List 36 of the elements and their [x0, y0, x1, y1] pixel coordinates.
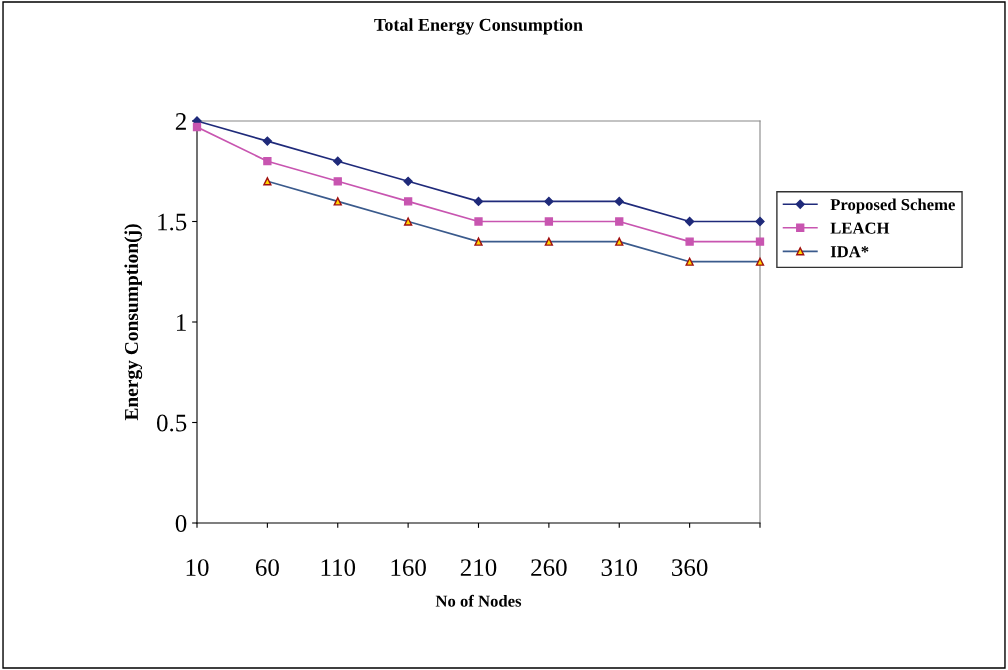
- y-axis-title: Energy Consumption(j): [124, 224, 143, 421]
- point: [755, 216, 765, 227]
- x-axis-title: No of Nodes: [435, 594, 522, 607]
- point: [403, 176, 413, 186]
- y-tick-label: 0.5: [156, 414, 187, 432]
- point: [262, 136, 272, 146]
- x-tick-label: 210: [460, 559, 497, 577]
- legend-label: LEACH: [830, 222, 890, 234]
- y-tick-label: 2: [175, 113, 186, 130]
- legend-label: IDA*: [830, 246, 869, 258]
- x-tick-label: 310: [601, 559, 638, 577]
- point: [403, 197, 413, 206]
- x-tick-label: 60: [255, 559, 279, 577]
- y-tick-label: 1.5: [158, 213, 187, 231]
- x-tick-label: 160: [391, 559, 426, 577]
- chart-title: Total Energy Consumption: [374, 18, 583, 35]
- point: [474, 217, 483, 226]
- point: [614, 196, 624, 207]
- point: [263, 157, 272, 166]
- point: [192, 122, 202, 132]
- point: [685, 237, 694, 246]
- point: [544, 196, 554, 207]
- point: [685, 216, 695, 227]
- point: [333, 156, 343, 166]
- x-tick-label: 10: [186, 559, 209, 577]
- y-tick-label: 1: [176, 314, 186, 331]
- x-tick-label: 110: [321, 559, 356, 577]
- point: [755, 237, 765, 246]
- x-tick-label: 260: [531, 559, 567, 577]
- y-tick-label: 0: [175, 515, 187, 532]
- x-tick-label: 360: [672, 559, 708, 577]
- point: [615, 217, 624, 226]
- point: [473, 196, 484, 207]
- point: [544, 217, 554, 226]
- point: [333, 177, 342, 186]
- legend-label: Proposed Scheme: [830, 198, 955, 214]
